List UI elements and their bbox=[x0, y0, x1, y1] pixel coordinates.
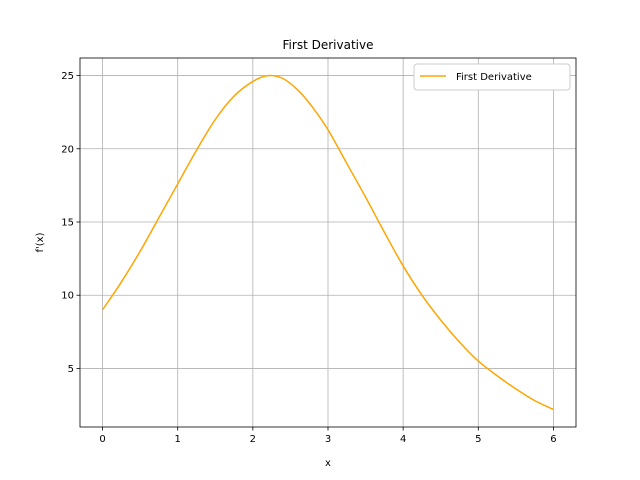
y-tick-label: 25 bbox=[61, 71, 74, 82]
x-axis-ticks: 0 1 2 3 4 5 6 bbox=[99, 427, 557, 445]
x-tick-label: 3 bbox=[325, 434, 331, 445]
x-tick-label: 1 bbox=[175, 434, 181, 445]
x-tick-label: 0 bbox=[99, 434, 105, 445]
y-tick-label: 15 bbox=[61, 218, 74, 229]
legend-entry-label: First Derivative bbox=[456, 72, 532, 83]
series-line-first-derivative bbox=[101, 74, 554, 411]
y-tick-label: 10 bbox=[61, 291, 74, 302]
y-tick-label: 5 bbox=[68, 364, 74, 375]
y-axis-ticks: 5 10 15 20 25 bbox=[61, 71, 80, 375]
grid-lines bbox=[80, 58, 576, 427]
legend-box bbox=[413, 63, 571, 91]
x-tick-label: 2 bbox=[250, 434, 256, 445]
y-tick-label: 20 bbox=[61, 144, 74, 155]
chart-title: First Derivative bbox=[283, 38, 374, 52]
x-axis-label: x bbox=[325, 458, 331, 469]
x-tick-label: 4 bbox=[400, 434, 406, 445]
x-tick-label: 5 bbox=[475, 434, 481, 445]
legend: First Derivative bbox=[413, 63, 571, 91]
y-axis-label: f'(x) bbox=[35, 232, 46, 252]
x-tick-label: 6 bbox=[550, 434, 556, 445]
